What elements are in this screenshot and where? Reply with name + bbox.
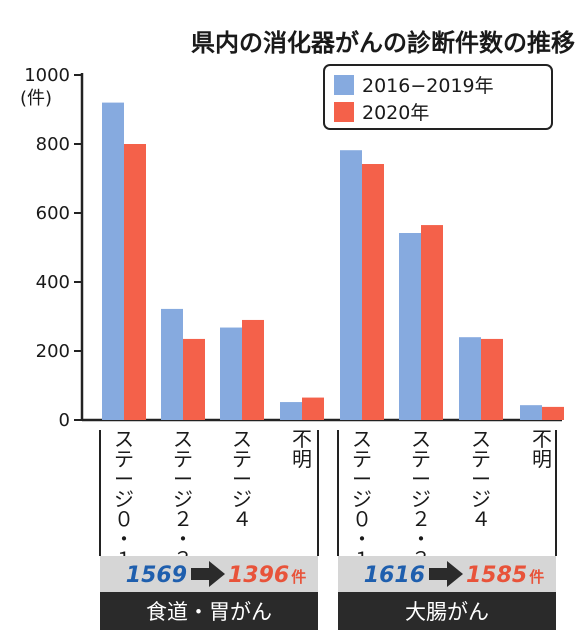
legend: 2016−2019年 2020年	[323, 64, 553, 130]
y-tick-label: 400	[36, 272, 70, 293]
arrow-icon-body	[429, 568, 447, 580]
category-label-char: ス	[232, 427, 252, 451]
category-label-char: 明	[292, 447, 312, 471]
category-label-char: テ	[114, 447, 134, 471]
legend-swatch	[334, 75, 354, 95]
y-tick-label: 200	[36, 341, 70, 362]
category-label-char: テ	[411, 447, 431, 471]
legend-label: 2016−2019年	[362, 75, 494, 97]
y-tick-label: 0	[59, 410, 70, 431]
bar-s2016-2	[220, 327, 242, 420]
legend-swatch	[334, 102, 354, 122]
category-label-char: ４	[232, 507, 252, 531]
group-total-before: 1569	[126, 563, 187, 588]
category-label-char: ス	[352, 427, 372, 451]
arrow-icon	[447, 561, 463, 587]
category-label-char: ４	[471, 507, 491, 531]
category-label-char: テ	[173, 447, 193, 471]
category-label-char: 不	[292, 427, 312, 451]
category-label-char: ス	[114, 427, 134, 451]
group-total-before: 1616	[364, 563, 425, 588]
bar-s2016-3	[280, 402, 302, 420]
arrow-icon-body	[191, 568, 209, 580]
category-label-char: ・	[411, 527, 431, 551]
category-label-char: ー	[173, 467, 193, 491]
bar-s2020-7	[542, 406, 564, 420]
category-label-char: ・	[352, 527, 372, 551]
chart-title: 県内の消化器がんの診断件数の推移	[191, 29, 575, 57]
category-label-char: テ	[232, 447, 252, 471]
group-total-after: 1585	[466, 563, 527, 588]
category-label-char: ー	[411, 467, 431, 491]
bar-s2020-5	[421, 225, 443, 420]
category-label-char: ジ	[471, 487, 491, 511]
category-label-char: ス	[173, 427, 193, 451]
y-tick-label: 600	[36, 203, 70, 224]
bar-s2016-0	[102, 102, 124, 420]
bar-s2016-6	[459, 337, 481, 420]
bar-s2020-6	[481, 338, 503, 420]
category-label-char: テ	[471, 447, 491, 471]
arrow-icon	[209, 561, 225, 587]
category-label-char: ０	[114, 507, 134, 531]
group-name: 食道・胃がん	[146, 600, 272, 624]
category-label-char: ジ	[173, 487, 193, 511]
category-label-char: ー	[232, 467, 252, 491]
category-label-char: ス	[471, 427, 491, 451]
bar-s2016-7	[520, 405, 542, 420]
y-tick-label: 1000	[24, 65, 70, 86]
category-label-char: ー	[114, 467, 134, 491]
category-label-char: ジ	[114, 487, 134, 511]
category-label-char: ２	[173, 507, 193, 531]
category-label-char: ジ	[232, 487, 252, 511]
category-label-char: 不	[532, 427, 552, 451]
group-name-band	[338, 592, 556, 630]
bar-s2020-3	[302, 397, 324, 420]
category-labels: ステージ０・１ステージ２・３ステージ４不明ステージ０・１ステージ２・３ステージ４…	[114, 427, 552, 571]
category-label-char: ー	[352, 467, 372, 491]
legend-box	[323, 64, 553, 130]
legend-label: 2020年	[362, 102, 429, 124]
y-tick-label: 800	[36, 134, 70, 155]
bar-s2016-4	[340, 150, 362, 420]
group-total-unit: 件	[529, 568, 544, 586]
category-label-char: ２	[411, 507, 431, 531]
category-label-char: ジ	[352, 487, 372, 511]
group-name-band	[100, 592, 318, 630]
group-total-after: 1396	[228, 563, 289, 588]
category-label-char: ジ	[411, 487, 431, 511]
bars	[102, 102, 564, 420]
bar-s2020-1	[183, 338, 205, 420]
group-name: 大腸がん	[405, 600, 489, 624]
category-label-char: ・	[173, 527, 193, 551]
bar-s2020-4	[362, 164, 384, 420]
y-axis-unit: (件)	[20, 88, 52, 109]
category-label-char: ・	[114, 527, 134, 551]
category-label-char: ー	[471, 467, 491, 491]
category-label-char: ス	[411, 427, 431, 451]
bar-s2020-0	[124, 144, 146, 420]
category-label-char: ０	[352, 507, 372, 531]
group-total-unit: 件	[291, 568, 306, 586]
bar-s2016-1	[161, 308, 183, 420]
bar-s2016-5	[399, 233, 421, 420]
category-label-char: テ	[352, 447, 372, 471]
bar-s2020-2	[242, 319, 264, 420]
category-label-char: 明	[532, 447, 552, 471]
